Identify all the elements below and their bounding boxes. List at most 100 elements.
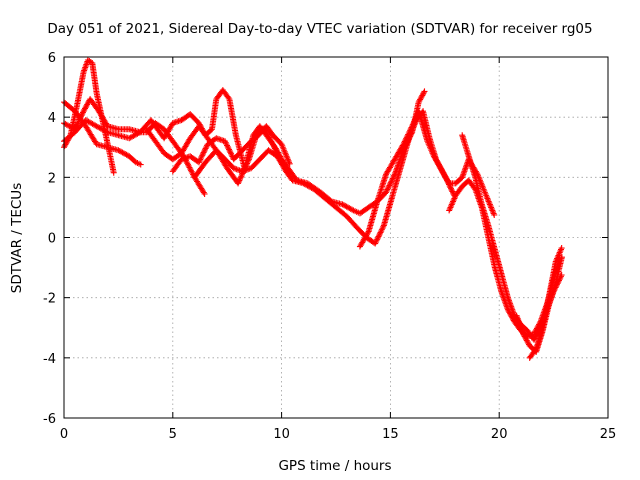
data-point	[447, 185, 454, 192]
data-point	[226, 146, 233, 153]
data-point	[387, 181, 394, 188]
data-point	[79, 109, 86, 116]
data-point	[380, 223, 387, 230]
data-point	[207, 127, 214, 134]
data-point	[449, 188, 456, 195]
data-point	[228, 152, 235, 159]
data-point	[241, 166, 248, 173]
data-point	[388, 178, 395, 185]
data-point	[195, 159, 202, 166]
data-point	[239, 170, 246, 177]
data-point	[387, 179, 394, 186]
data-point	[277, 156, 284, 163]
y-tick-label: 6	[48, 51, 56, 66]
data-point	[225, 94, 232, 101]
data-point	[532, 347, 539, 354]
data-point	[285, 168, 292, 175]
data-point	[378, 228, 385, 235]
data-point	[445, 181, 452, 188]
data-point	[270, 142, 277, 149]
data-point	[383, 187, 390, 194]
data-point	[273, 149, 280, 156]
data-point	[405, 130, 412, 137]
data-point	[444, 178, 451, 185]
data-point	[385, 183, 392, 190]
data-point	[228, 150, 235, 157]
data-point	[379, 225, 386, 232]
data-point	[76, 116, 83, 123]
data-point	[447, 184, 454, 191]
x-tick-label: 15	[382, 427, 399, 442]
data-point	[421, 88, 428, 95]
y-tick-label: 4	[48, 111, 56, 126]
data-point	[243, 161, 250, 168]
data-point	[77, 113, 84, 120]
data-point	[275, 152, 282, 159]
data-point	[242, 164, 249, 171]
data-point	[271, 145, 278, 152]
data-point	[378, 226, 385, 233]
data-point	[275, 153, 282, 160]
data-point	[406, 128, 413, 135]
series-track-b	[61, 99, 144, 168]
y-tick-label: -6	[43, 412, 56, 427]
x-tick-label: 5	[169, 427, 177, 442]
data-point	[407, 125, 414, 132]
data-point	[237, 174, 244, 181]
data-point	[222, 139, 229, 146]
data-point	[199, 150, 206, 157]
data-points	[61, 57, 565, 361]
axis-ticks: 0 5 10 15 20 25 -6 -4 -2 0 2 4 6	[43, 51, 616, 442]
y-tick-label: -4	[43, 352, 56, 367]
data-point	[376, 232, 383, 239]
data-point	[227, 149, 234, 156]
series-track-m	[526, 245, 565, 361]
data-point	[374, 236, 381, 243]
data-point	[403, 135, 410, 142]
data-point	[401, 138, 408, 145]
data-point	[403, 134, 410, 141]
data-point	[372, 239, 379, 246]
data-point	[404, 132, 411, 139]
x-axis-label: GPS time / hours	[278, 458, 391, 474]
data-point	[375, 233, 382, 240]
data-point	[78, 112, 85, 119]
data-point	[200, 149, 207, 156]
data-point	[202, 145, 209, 152]
data-point	[374, 234, 381, 241]
data-point	[236, 177, 243, 184]
data-point	[196, 157, 203, 164]
data-point	[197, 155, 204, 162]
data-point	[242, 163, 249, 170]
data-point	[201, 146, 208, 153]
data-point	[408, 124, 415, 131]
data-point	[402, 137, 409, 144]
data-point	[386, 182, 393, 189]
data-point	[137, 161, 144, 168]
data-point	[491, 211, 498, 218]
data-point	[103, 128, 110, 135]
data-point	[225, 145, 232, 152]
y-axis-label: SDTVAR / TECUs	[9, 183, 25, 293]
data-point	[446, 182, 453, 189]
y-tick-label: -2	[43, 292, 56, 307]
data-point	[240, 169, 247, 176]
data-point	[384, 186, 391, 193]
grid	[64, 57, 608, 418]
data-point	[276, 155, 283, 162]
x-tick-label: 20	[491, 427, 508, 442]
series-track-i	[356, 108, 459, 250]
data-point	[79, 110, 86, 117]
data-point	[377, 229, 384, 236]
data-point	[244, 160, 251, 167]
y-tick-label: 0	[48, 232, 56, 247]
data-point	[224, 143, 231, 150]
data-point	[269, 141, 276, 148]
data-point	[75, 119, 82, 126]
data-point	[201, 148, 208, 155]
data-point	[364, 229, 371, 236]
data-point	[271, 144, 278, 151]
data-point	[385, 185, 392, 192]
data-point	[238, 171, 245, 178]
